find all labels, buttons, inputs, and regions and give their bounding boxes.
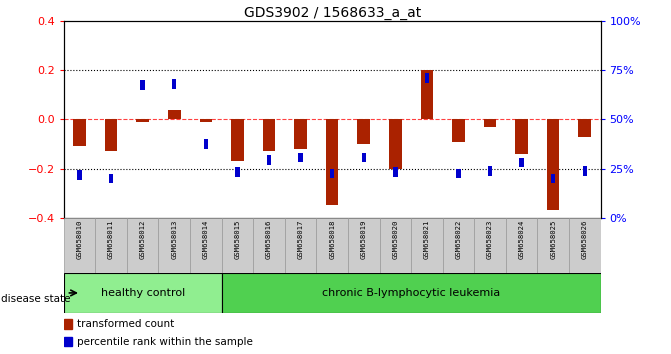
Bar <box>262 119 275 152</box>
Bar <box>488 166 493 176</box>
Text: transformed count: transformed count <box>77 319 174 329</box>
Bar <box>506 218 537 273</box>
Bar <box>393 167 397 177</box>
Text: chronic B-lymphocytic leukemia: chronic B-lymphocytic leukemia <box>322 288 500 298</box>
Bar <box>136 119 149 122</box>
Bar <box>77 170 82 179</box>
Bar <box>172 79 176 89</box>
Bar <box>330 169 334 178</box>
Bar <box>578 119 591 137</box>
Text: GSM658022: GSM658022 <box>456 219 462 259</box>
Text: GSM658019: GSM658019 <box>361 219 367 259</box>
Bar <box>267 155 271 165</box>
Bar <box>199 119 212 122</box>
Bar <box>474 218 506 273</box>
Bar <box>316 218 348 273</box>
Text: GSM658016: GSM658016 <box>266 219 272 259</box>
Bar <box>515 119 528 154</box>
Title: GDS3902 / 1568633_a_at: GDS3902 / 1568633_a_at <box>244 6 421 20</box>
Text: healthy control: healthy control <box>101 288 185 298</box>
Bar <box>203 139 208 149</box>
Bar <box>380 218 411 273</box>
Text: GSM658024: GSM658024 <box>519 219 525 259</box>
Bar <box>411 218 443 273</box>
Text: GSM658012: GSM658012 <box>140 219 146 259</box>
Bar <box>109 173 113 183</box>
Bar <box>168 110 180 119</box>
Bar <box>348 218 380 273</box>
Bar <box>484 119 497 127</box>
Bar <box>551 173 556 183</box>
Bar <box>537 218 569 273</box>
Bar <box>362 153 366 162</box>
Bar <box>64 319 72 329</box>
Text: GSM658010: GSM658010 <box>76 219 83 259</box>
Bar <box>299 153 303 162</box>
Bar <box>326 119 338 205</box>
Bar <box>569 218 601 273</box>
Bar <box>73 119 86 147</box>
Text: GSM658017: GSM658017 <box>297 219 303 259</box>
Bar <box>425 73 429 82</box>
Bar <box>158 218 190 273</box>
Bar <box>221 218 253 273</box>
Text: disease state: disease state <box>1 294 71 304</box>
Bar <box>95 218 127 273</box>
Bar <box>64 218 95 273</box>
Text: GSM658023: GSM658023 <box>487 219 493 259</box>
Text: GSM658020: GSM658020 <box>393 219 399 259</box>
Bar <box>236 167 240 177</box>
Text: GSM658025: GSM658025 <box>550 219 556 259</box>
Text: GSM658011: GSM658011 <box>108 219 114 259</box>
Text: GSM658021: GSM658021 <box>424 219 430 259</box>
Text: GSM658018: GSM658018 <box>329 219 335 259</box>
Bar <box>105 119 117 152</box>
Bar <box>456 169 461 178</box>
Bar <box>547 119 560 210</box>
Bar <box>452 119 465 142</box>
Text: GSM658014: GSM658014 <box>203 219 209 259</box>
Bar <box>190 218 221 273</box>
Bar <box>64 337 72 346</box>
Bar <box>519 158 524 167</box>
Bar <box>285 218 316 273</box>
Bar <box>64 273 221 313</box>
Bar <box>358 119 370 144</box>
Text: percentile rank within the sample: percentile rank within the sample <box>77 337 253 347</box>
Bar <box>253 218 285 273</box>
Text: GSM658026: GSM658026 <box>582 219 588 259</box>
Bar <box>582 166 587 176</box>
Text: GSM658015: GSM658015 <box>234 219 240 259</box>
Bar <box>231 119 244 161</box>
Text: GSM658013: GSM658013 <box>171 219 177 259</box>
Bar <box>421 70 433 119</box>
Bar <box>443 218 474 273</box>
Bar <box>221 273 601 313</box>
Bar <box>389 119 402 169</box>
Bar <box>295 119 307 149</box>
Bar <box>127 218 158 273</box>
Bar <box>140 80 145 90</box>
